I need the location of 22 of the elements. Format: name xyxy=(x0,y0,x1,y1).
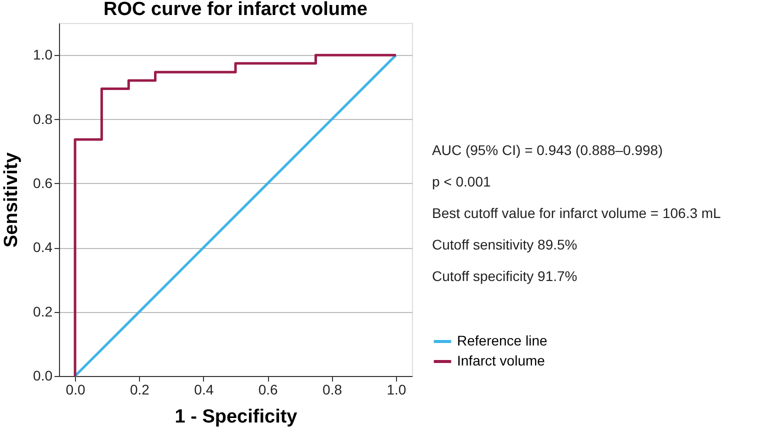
y-tick-label: 0.0 xyxy=(33,368,53,384)
x-axis-title: 1 - Specificity xyxy=(174,406,298,427)
y-axis-title: Sensitivity xyxy=(1,152,22,248)
y-tick-label: 1.0 xyxy=(33,46,53,63)
x-tick-label: 0.8 xyxy=(322,382,342,398)
x-tick-label: 0.4 xyxy=(194,382,214,398)
x-tick-label: 0.0 xyxy=(66,382,86,398)
text: p < 0.001 xyxy=(432,173,491,190)
legend-label: Reference line xyxy=(457,332,548,348)
chart-title: ROC curve for infarct volume xyxy=(104,0,368,20)
y-tick-label: 0.4 xyxy=(33,239,53,256)
y-tick-label: 0.2 xyxy=(33,303,53,320)
legend-label: Infarct volume xyxy=(457,352,546,368)
text: Best cutoff value for infarct volume = 106.3 mL xyxy=(432,204,722,221)
text: AUC (95% CI) = 0.943 (0.888–0.998) xyxy=(432,142,663,158)
y-tick-label: 0.6 xyxy=(33,174,53,191)
x-tick-label: 1.0 xyxy=(386,382,406,398)
text: Cutoff sensitivity 89.5% xyxy=(432,236,578,252)
x-tick-label: 0.6 xyxy=(258,382,278,398)
text: Cutoff specificity 91.7% xyxy=(432,268,578,284)
y-tick-label: 0.8 xyxy=(33,110,53,127)
x-tick-label: 0.2 xyxy=(130,382,150,398)
